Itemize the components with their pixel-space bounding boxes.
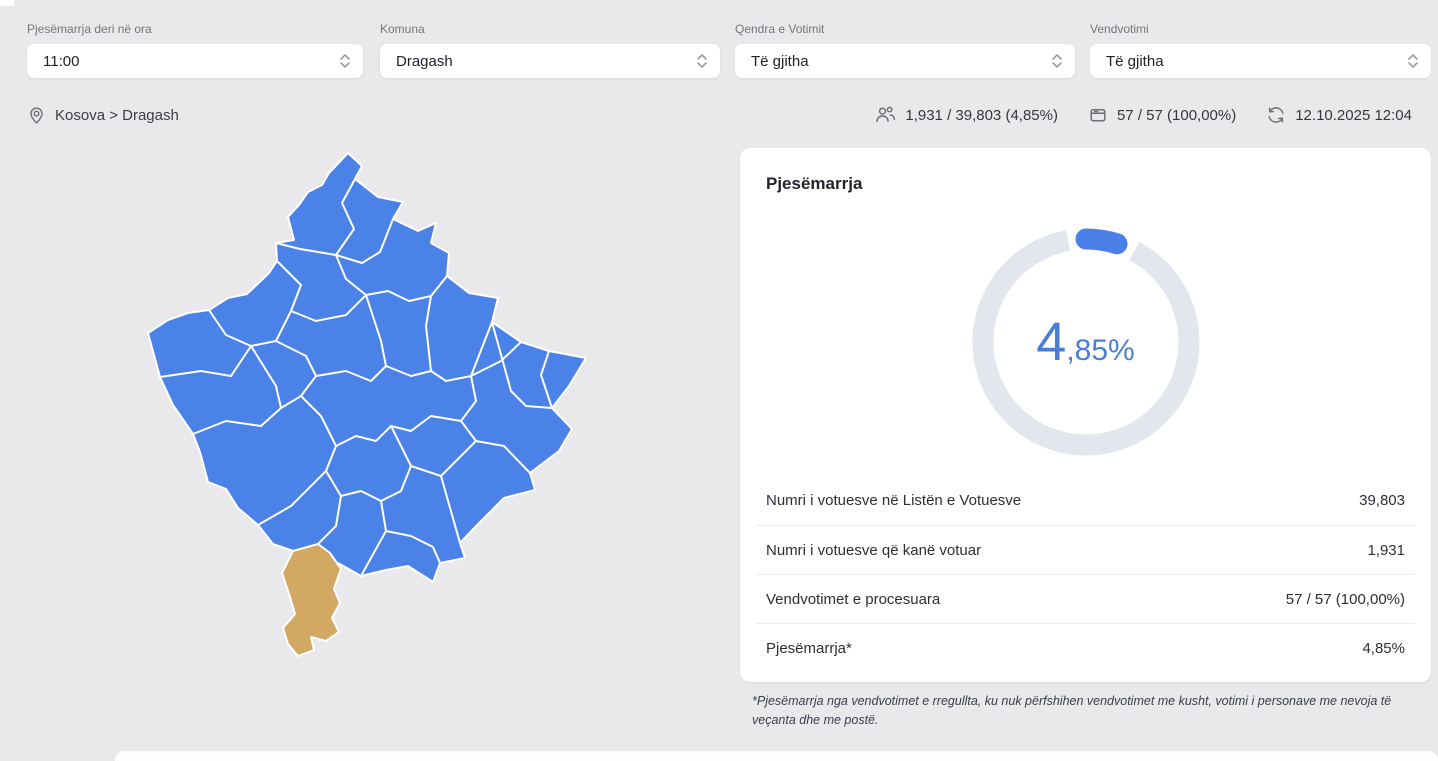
- stat-updated-value: 12.10.2025 12:04: [1295, 106, 1412, 124]
- row-label: Numri i votuesve në Listën e Votuesve: [766, 492, 1022, 509]
- table-row: Vendvotimet e procesuara 57 / 57 (100,00…: [756, 574, 1415, 623]
- next-card-top-edge: [115, 751, 1438, 761]
- ballot-box-icon: [1090, 109, 1106, 122]
- filter-voting-center: Qendra e Votimit Të gjitha: [735, 22, 1075, 78]
- municipality-select[interactable]: Dragash: [380, 44, 720, 78]
- turnout-card: Pjesëmarrja 4 ,85% Numri i votuesve në L…: [740, 148, 1431, 682]
- filter-polling-station-label: Vendvotimi: [1090, 22, 1149, 36]
- breadcrumb[interactable]: Kosova > Dragash: [27, 106, 179, 125]
- donut-percent-int: 4: [1036, 312, 1067, 372]
- donut-svg: [972, 226, 1199, 456]
- filter-voting-center-label: Qendra e Votimit: [735, 22, 825, 36]
- chevron-updown-icon: [1052, 54, 1062, 68]
- stat-voters: 1,931 / 39,803 (4,85%): [875, 105, 1058, 125]
- stat-stations-value: 57 / 57 (100,00%): [1116, 106, 1237, 124]
- row-label: Pjesëmarrja*: [766, 639, 852, 657]
- hour-select-value: 11:00: [43, 52, 80, 70]
- row-value: 4,85%: [1362, 639, 1405, 657]
- stat-stations: 57 / 57 (100,00%): [1088, 105, 1236, 125]
- page-edge-sliver: [0, 0, 14, 6]
- filter-hour: Pjesëmarrja deri në ora 11:00: [27, 22, 363, 78]
- card-title: Pjesëmarrja: [766, 174, 863, 193]
- filter-municipality: Komuna Dragash: [380, 22, 720, 78]
- polling-station-select[interactable]: Të gjitha: [1090, 44, 1431, 78]
- filter-hour-label: Pjesëmarrja deri në ora: [27, 22, 152, 36]
- filter-polling-station: Vendvotimi Të gjitha: [1090, 22, 1431, 78]
- map-region-dragash[interactable]: [281, 543, 342, 657]
- table-row: Numri i votuesve në Listën e Votuesve 39…: [756, 476, 1415, 525]
- donut-center-label: 4 ,85%: [956, 212, 1216, 472]
- table-row: Numri i votuesve që kanë votuar 1,931: [756, 525, 1415, 574]
- chevron-updown-icon: [1408, 54, 1418, 68]
- voting-center-select-value: Të gjitha: [751, 52, 809, 70]
- map-municipalities[interactable]: [147, 152, 587, 657]
- stats-row: 1,931 / 39,803 (4,85%) 57 / 57 (100,00%)…: [875, 105, 1412, 125]
- chevron-updown-icon: [340, 54, 350, 68]
- row-value: 57 / 57 (100,00%): [1285, 590, 1405, 608]
- filters-row: Pjesëmarrja deri në ora 11:00 Komuna Dra…: [27, 22, 1431, 78]
- donut-percent-frac: ,85%: [1066, 334, 1135, 367]
- filter-municipality-label: Komuna: [380, 22, 425, 36]
- people-icon: [876, 106, 896, 122]
- kosovo-map-svg: [147, 152, 587, 657]
- kosovo-map[interactable]: [130, 145, 600, 661]
- row-label: Vendvotimet e procesuara: [766, 590, 941, 608]
- refresh-icon: [1268, 107, 1284, 123]
- row-value: 39,803: [1359, 492, 1405, 509]
- row-label: Numri i votuesve që kanë votuar: [766, 541, 982, 559]
- table-row: Pjesëmarrja* 4,85%: [756, 623, 1415, 672]
- stat-voters-value: 1,931 / 39,803 (4,85%): [905, 106, 1058, 124]
- stat-updated: 12.10.2025 12:04: [1266, 105, 1412, 125]
- info-row: Kosova > Dragash 1,931 / 39,803 (4,85%): [27, 102, 1412, 128]
- breadcrumb-text: Kosova > Dragash: [55, 106, 179, 124]
- turnout-footnote: *Pjesëmarrja nga vendvotimet e rregullta…: [752, 694, 1392, 728]
- voting-center-select[interactable]: Të gjitha: [735, 44, 1075, 78]
- donut-segment-turnout: [1075, 228, 1127, 255]
- location-pin-icon: [30, 106, 43, 124]
- polling-station-select-value: Të gjitha: [1106, 52, 1164, 70]
- row-value: 1,931: [1367, 541, 1405, 559]
- map-internal-borders: [159, 178, 553, 577]
- turnout-donut-chart: 4 ,85%: [956, 212, 1216, 472]
- hour-select[interactable]: 11:00: [27, 44, 363, 78]
- turnout-table: Numri i votuesve në Listën e Votuesve 39…: [756, 476, 1415, 672]
- chevron-updown-icon: [697, 54, 707, 68]
- municipality-select-value: Dragash: [396, 52, 453, 70]
